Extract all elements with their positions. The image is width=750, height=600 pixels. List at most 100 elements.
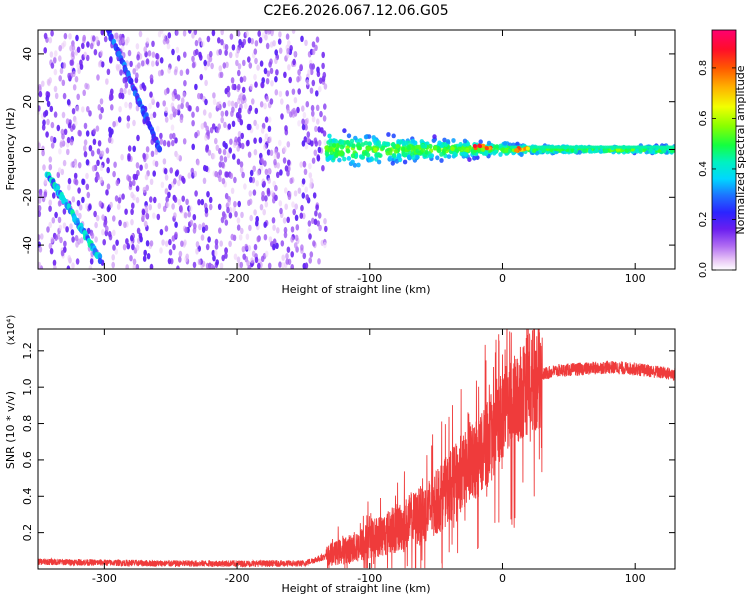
spectral-cell <box>494 144 500 150</box>
spectral-cell <box>149 196 153 203</box>
spectral-cell <box>437 140 442 146</box>
spectral-cell <box>230 233 235 241</box>
spectral-cell <box>264 34 268 41</box>
spectral-cell <box>204 79 208 87</box>
spectral-cell <box>145 184 149 191</box>
spectral-cell <box>356 142 361 147</box>
spectral-cell <box>240 142 245 150</box>
spectral-cell <box>318 77 323 84</box>
spectral-cell <box>391 133 396 139</box>
spectral-cell <box>71 196 76 203</box>
spectral-cell <box>287 193 292 200</box>
spectral-cell <box>77 187 81 194</box>
spectral-cell <box>50 142 55 149</box>
spectral-cell <box>180 240 184 247</box>
spectral-cell <box>220 110 225 118</box>
spectral-cell <box>163 168 168 175</box>
spectral-cell <box>263 102 267 110</box>
spectral-cell <box>182 91 186 99</box>
spectral-cell <box>187 211 192 218</box>
spectral-cell <box>71 44 76 51</box>
spectral-cell <box>126 115 131 122</box>
spectral-cell <box>290 226 295 233</box>
spectral-cell <box>212 98 217 106</box>
colorbar-ticks: 0.0 0.2 0.4 0.6 0.8 <box>698 60 736 278</box>
x-tick-label: -200 <box>225 572 250 585</box>
spectral-cell <box>207 236 211 243</box>
colorbar-tick-label: 0.6 <box>698 110 709 126</box>
spectral-cell <box>385 141 390 147</box>
spectral-cell <box>465 141 471 147</box>
colorbar-tick-label: 0.8 <box>698 60 709 76</box>
spectral-cell <box>221 177 226 185</box>
spectral-cell <box>214 170 218 178</box>
spectral-cell <box>279 207 283 215</box>
spectral-cell <box>303 168 308 175</box>
spectral-cell <box>222 101 227 109</box>
x-tick-label: 100 <box>625 272 646 285</box>
spectral-cell <box>317 212 322 219</box>
spectral-cell <box>218 169 223 176</box>
spectral-cell <box>145 58 150 65</box>
spectral-cell <box>459 147 464 153</box>
spectral-cell <box>317 258 321 265</box>
spectral-cell <box>99 164 104 171</box>
spectral-cell <box>74 235 79 242</box>
spectral-cell <box>268 236 273 243</box>
snr-x-label: Height of straight line (km) <box>281 582 430 595</box>
spectral-cell <box>218 147 222 155</box>
spectral-cell <box>167 67 171 74</box>
spectral-cell <box>309 251 314 258</box>
spectral-cell <box>52 192 56 199</box>
spectral-cell <box>141 208 146 216</box>
spectral-cell <box>323 103 327 110</box>
spectral-cell <box>188 105 192 112</box>
spectral-cell <box>58 55 62 62</box>
spectral-cell <box>249 214 253 222</box>
spectral-cell <box>66 265 71 269</box>
spectral-cell <box>292 58 296 66</box>
spectral-cell <box>269 149 274 156</box>
spectral-cell <box>76 93 80 101</box>
spectral-cell <box>363 140 369 146</box>
spectral-cell <box>314 125 318 133</box>
spectral-cell <box>297 69 301 76</box>
spectral-cell <box>206 60 211 67</box>
spectral-cell <box>97 253 103 260</box>
spectral-cell <box>79 237 84 244</box>
spectral-cell <box>300 204 304 212</box>
spectral-cell <box>129 255 133 262</box>
spectral-cell <box>213 249 218 257</box>
spectral-cell <box>178 250 183 258</box>
spectral-cell <box>53 68 58 76</box>
spectral-cell <box>134 173 139 181</box>
spectral-cell <box>502 141 508 146</box>
spectral-cell <box>282 157 287 164</box>
spectral-cell <box>88 110 92 117</box>
spectral-cell <box>266 70 271 77</box>
spectral-cell <box>236 256 241 263</box>
spectral-cell <box>238 107 242 114</box>
spectral-cell <box>220 39 224 46</box>
spectral-cell <box>237 83 241 91</box>
spectral-cell <box>305 117 310 125</box>
spectral-cell <box>165 196 169 203</box>
spectral-cell <box>202 109 207 116</box>
spectral-cell <box>83 122 88 130</box>
snr-panel: -300 -200 -100 0 100 0.2 0.4 0.6 0.8 1.0 1.2 Heigh… <box>4 315 676 595</box>
spectral-cell <box>78 204 83 211</box>
spectral-cell <box>68 33 72 40</box>
spectral-cell <box>63 32 68 40</box>
spectral-cell <box>135 43 140 50</box>
x-tick-label: 0 <box>499 272 506 285</box>
spectral-cell <box>260 255 265 262</box>
spectral-cell <box>311 217 315 224</box>
spectral-cell <box>541 148 546 153</box>
spectral-cell <box>59 236 63 244</box>
spectral-cell <box>85 172 89 180</box>
spectral-cell <box>96 159 100 166</box>
spectral-cell <box>323 83 328 90</box>
spectral-cell <box>339 151 345 157</box>
spectral-cell <box>129 78 134 85</box>
spectral-cell <box>194 131 198 139</box>
